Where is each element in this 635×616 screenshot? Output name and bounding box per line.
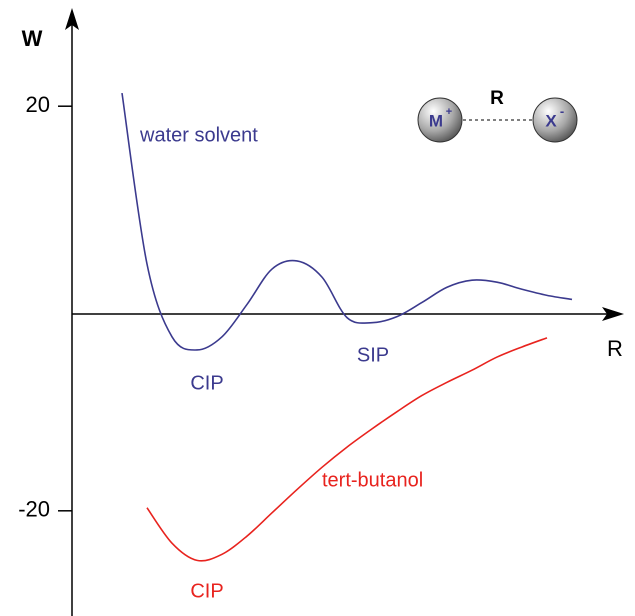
anion-label: X — [545, 111, 557, 130]
y-tick-label: -20 — [18, 497, 50, 522]
y-tick-label: 20 — [26, 92, 50, 117]
y-axis-label: W — [22, 26, 43, 51]
series-label: tert-butanol — [322, 469, 423, 491]
series-label: water solvent — [139, 124, 258, 146]
chart: W R M + X - R -20 20 water solvent tert-but… — [0, 0, 635, 616]
x-axis-label: R — [607, 336, 623, 361]
cation-charge: + — [446, 106, 452, 118]
inset: M + X - R — [418, 88, 577, 142]
line — [147, 338, 547, 561]
annotation: SIP — [357, 344, 389, 366]
annotation: CIP — [190, 372, 223, 394]
annotation: CIP — [190, 580, 223, 602]
cation-label: M — [429, 111, 443, 130]
anion-charge: - — [560, 103, 564, 118]
inset-distance: R — [490, 88, 504, 109]
